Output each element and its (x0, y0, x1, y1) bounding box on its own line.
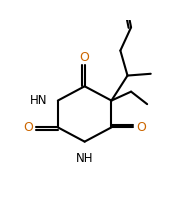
Text: NH: NH (76, 152, 93, 165)
Text: O: O (80, 51, 90, 64)
Text: O: O (23, 121, 33, 134)
Text: HN: HN (30, 94, 47, 107)
Text: O: O (136, 121, 146, 134)
